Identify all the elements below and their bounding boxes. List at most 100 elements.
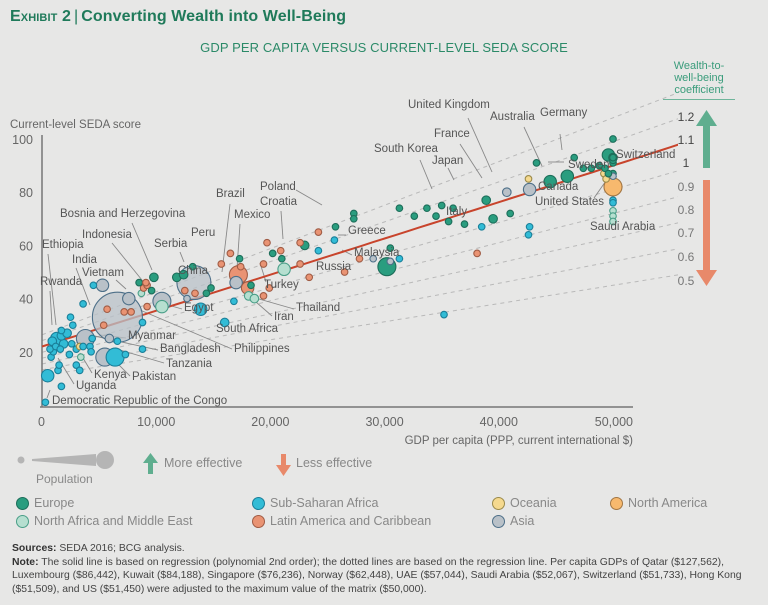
country-label: Indonesia <box>82 229 132 241</box>
note-line: Note: The solid line is based on regress… <box>12 556 762 597</box>
data-point <box>121 350 130 359</box>
data-point-south-africa <box>219 317 230 328</box>
data-point-uganda <box>57 382 66 391</box>
x-tick-label: 50,000 <box>595 415 633 429</box>
less-effective-arrow <box>696 180 717 286</box>
data-point <box>236 262 245 271</box>
page-title: Converting Wealth into Well-Being <box>81 8 347 25</box>
country-label: South Korea <box>374 143 439 155</box>
country-label: Canada <box>538 181 579 193</box>
data-point <box>532 159 541 167</box>
population-label: Population <box>36 472 93 486</box>
legend-label: Asia <box>510 514 535 528</box>
country-label: Sweden <box>568 159 610 171</box>
data-point <box>178 269 189 280</box>
country-label: Bosnia and Herzegovina <box>60 208 186 220</box>
leader-line <box>179 251 185 263</box>
leader-line <box>139 309 233 350</box>
y-tick-label: 60 <box>19 239 33 253</box>
leader-line <box>447 167 455 181</box>
x-tick-label: 0 <box>38 415 45 429</box>
data-point <box>410 212 419 220</box>
country-label: Greece <box>348 225 386 237</box>
less-effective-icon <box>276 454 291 476</box>
country-label: Iran <box>274 311 294 323</box>
coefficient-level-label: 1.2 <box>678 110 695 124</box>
data-point-myanmar <box>104 333 115 344</box>
leader-line <box>559 133 563 151</box>
legend-swatch-europe <box>16 496 29 510</box>
country-label: United Kingdom <box>408 99 490 111</box>
data-point <box>587 164 596 173</box>
data-point <box>449 204 457 213</box>
data-point <box>330 236 339 244</box>
data-point <box>314 228 323 236</box>
coefficient-scale: 1.2 1.1 1 0.9 0.8 0.7 0.6 0.5 <box>678 110 695 288</box>
sources-line: Sources: SEDA 2016; BCG analysis. <box>12 542 762 556</box>
legend-label: Europe <box>34 496 75 510</box>
data-point <box>331 222 340 231</box>
data-point <box>67 339 76 348</box>
data-point <box>423 204 431 213</box>
data-point <box>229 275 243 290</box>
data-point <box>247 281 255 290</box>
data-point <box>268 249 277 258</box>
legend-label: Sub-Saharan Africa <box>270 496 379 510</box>
legend-swatch-nafme <box>16 514 29 528</box>
country-label: Mexico <box>234 209 270 221</box>
legend-swatch-oceania <box>492 496 505 510</box>
coefficient-line-0-7 <box>41 222 678 365</box>
sources-text: SEDA 2016; BCG analysis. <box>59 543 185 554</box>
data-point <box>217 260 226 268</box>
less-effective-label: Less effective <box>296 456 373 470</box>
country-label: France <box>434 128 470 140</box>
country-label: Switzerland <box>616 149 675 161</box>
data-point <box>135 278 143 287</box>
population-size-legend <box>17 451 114 469</box>
country-label: Germany <box>540 107 588 119</box>
data-point <box>259 260 268 268</box>
country-label: China <box>178 265 209 277</box>
data-point <box>340 268 349 276</box>
coefficient-level-label: 0.7 <box>678 226 695 240</box>
data-point <box>55 361 63 369</box>
coefficient-line-1-2 <box>41 92 678 336</box>
data-point-tanzania <box>105 347 125 367</box>
country-label: Saudi Arabia <box>590 221 656 233</box>
data-point-france <box>543 174 557 189</box>
country-label: Poland <box>260 181 296 193</box>
leader-line <box>75 267 91 306</box>
data-point <box>75 366 84 375</box>
leader-line <box>131 222 153 271</box>
data-point <box>604 169 613 178</box>
leader-line <box>467 117 493 173</box>
country-label: Tanzania <box>166 358 213 370</box>
data-point <box>57 326 66 335</box>
data-point <box>202 289 211 298</box>
leader-line <box>47 253 57 326</box>
leader-line <box>89 334 159 351</box>
leader-line <box>46 389 51 399</box>
country-label: Italy <box>446 206 467 218</box>
data-point <box>473 249 481 258</box>
more-effective-icon <box>143 453 158 474</box>
data-point-malaysia <box>395 254 404 263</box>
y-tick-label: 100 <box>12 133 33 147</box>
data-point <box>147 286 156 295</box>
country-label: India <box>72 254 98 266</box>
data-point-vietnam <box>122 291 136 306</box>
data-point <box>349 214 358 223</box>
sources-label: Sources: <box>12 543 57 554</box>
country-label: Uganda <box>76 380 117 392</box>
data-point <box>369 254 378 263</box>
country-label: Egypt <box>184 302 214 314</box>
legend-item-europe: Europe <box>16 496 74 510</box>
regression-line <box>41 143 678 348</box>
data-point <box>277 254 286 263</box>
legend-item-oceania: Oceania <box>492 496 557 510</box>
x-tick-label: 10,000 <box>137 415 175 429</box>
country-label: Peru <box>191 227 215 239</box>
country-label: Brazil <box>216 188 245 200</box>
coefficient-level-label: 0.5 <box>678 274 695 288</box>
